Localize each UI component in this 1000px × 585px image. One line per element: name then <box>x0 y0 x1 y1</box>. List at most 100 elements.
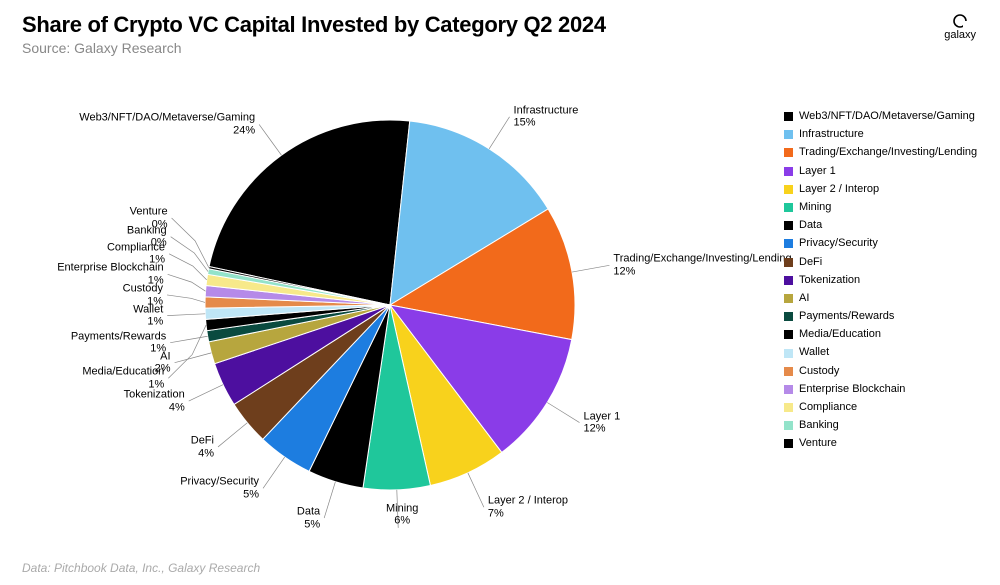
legend-label: Banking <box>799 419 839 432</box>
leader-line <box>169 254 207 280</box>
slice-label: Payments/Rewards1% <box>71 330 166 355</box>
leader-line <box>263 457 285 488</box>
legend-label: Layer 2 / Interop <box>799 183 879 196</box>
legend-item: Web3/NFT/DAO/Metaverse/Gaming <box>784 110 974 123</box>
leader-line <box>172 218 209 268</box>
slice-label: Trading/Exchange/Investing/Lending12% <box>613 253 791 278</box>
slice-label-text: Infrastructure <box>514 104 579 116</box>
page-subtitle: Source: Galaxy Research <box>22 40 978 56</box>
legend-swatch <box>784 221 793 230</box>
legend-label: Payments/Rewards <box>799 310 894 323</box>
slice-label-value: 1% <box>147 295 163 307</box>
slice-label: Venture0% <box>130 205 168 230</box>
legend-label: Privacy/Security <box>799 237 878 250</box>
legend-swatch <box>784 130 793 139</box>
slice-label: Media/Education1% <box>82 366 164 391</box>
leader-line <box>218 423 247 447</box>
slice-label-value: 1% <box>148 378 164 390</box>
legend-item: Banking <box>784 419 974 432</box>
legend-label: Wallet <box>799 346 829 359</box>
legend-label: Venture <box>799 437 837 450</box>
slice-label: Infrastructure15% <box>514 104 579 129</box>
legend-item: Tokenization <box>784 274 974 287</box>
slice-label-text: Trading/Exchange/Investing/Lending <box>613 253 791 265</box>
legend-swatch <box>784 112 793 121</box>
leader-line <box>324 482 335 518</box>
slice-label-value: 1% <box>148 274 164 286</box>
legend-label: Data <box>799 219 822 232</box>
slice-label-text: Venture <box>130 205 168 217</box>
leader-line <box>171 237 208 272</box>
legend-item: Custody <box>784 365 974 378</box>
leader-line <box>167 314 205 316</box>
slice-label-value: 12% <box>613 265 635 277</box>
legend-swatch <box>784 421 793 430</box>
legend-item: Enterprise Blockchain <box>784 383 974 396</box>
galaxy-logo-icon <box>950 14 970 28</box>
slice-label-text: DeFi <box>191 434 214 446</box>
legend-swatch <box>784 312 793 321</box>
legend-item: Payments/Rewards <box>784 310 974 323</box>
footer-attribution: Data: Pitchbook Data, Inc., Galaxy Resea… <box>22 561 260 575</box>
legend-swatch <box>784 167 793 176</box>
legend-swatch <box>784 367 793 376</box>
legend-swatch <box>784 439 793 448</box>
slice-label: Layer 112% <box>584 410 621 435</box>
legend-item: Trading/Exchange/Investing/Lending <box>784 146 974 159</box>
slice-label-value: 24% <box>233 124 255 136</box>
leader-line <box>175 353 212 363</box>
slice-label-value: 4% <box>169 401 185 413</box>
legend-label: Trading/Exchange/Investing/Lending <box>799 146 977 159</box>
slice-label-value: 5% <box>243 488 259 500</box>
slice-label: DeFi4% <box>191 434 214 459</box>
slice-label-value: 1% <box>149 254 165 266</box>
legend-item: Layer 1 <box>784 165 974 178</box>
slice-label: Web3/NFT/DAO/Metaverse/Gaming24% <box>79 112 255 137</box>
legend-item: DeFi <box>784 256 974 269</box>
legend-swatch <box>784 294 793 303</box>
pie-chart: Web3/NFT/DAO/Metaverse/Gaming24% Infrastr… <box>20 55 760 555</box>
slice-label-text: Data <box>297 505 320 517</box>
slice-label: Tokenization4% <box>124 388 185 413</box>
slice-label-value: 4% <box>198 447 214 459</box>
legend-swatch <box>784 403 793 412</box>
slice-label-value: 0% <box>151 237 167 249</box>
chart-legend: Web3/NFT/DAO/Metaverse/Gaming Infrastruct… <box>784 110 974 456</box>
slice-label-text: Mining <box>386 503 418 515</box>
legend-item: AI <box>784 292 974 305</box>
leader-line <box>547 403 579 423</box>
legend-swatch <box>784 239 793 248</box>
brand-logo-text: galaxy <box>944 29 976 41</box>
leader-line <box>259 124 281 155</box>
slice-label-value: 1% <box>150 343 166 355</box>
legend-label: Web3/NFT/DAO/Metaverse/Gaming <box>799 110 975 123</box>
legend-swatch <box>784 203 793 212</box>
legend-item: Infrastructure <box>784 128 974 141</box>
slice-label-value: 6% <box>394 515 410 527</box>
slice-label-value: 1% <box>147 316 163 328</box>
legend-item: Privacy/Security <box>784 237 974 250</box>
slice-label: Privacy/Security5% <box>180 476 259 501</box>
legend-swatch <box>784 185 793 194</box>
leader-line <box>572 265 609 272</box>
slice-label-text: Media/Education <box>82 366 164 378</box>
legend-label: Mining <box>799 201 831 214</box>
slice-label-text: Layer 2 / Interop <box>488 495 568 507</box>
legend-swatch <box>784 330 793 339</box>
legend-label: Infrastructure <box>799 128 864 141</box>
leader-line <box>489 117 509 149</box>
legend-swatch <box>784 385 793 394</box>
slice-label-value: 15% <box>514 117 536 129</box>
slice-label-text: Web3/NFT/DAO/Metaverse/Gaming <box>79 112 255 124</box>
legend-label: Enterprise Blockchain <box>799 383 905 396</box>
legend-label: AI <box>799 292 809 305</box>
slice-label: Data5% <box>297 505 320 530</box>
legend-item: Compliance <box>784 401 974 414</box>
slice-label: Layer 2 / Interop7% <box>488 495 568 520</box>
legend-item: Media/Education <box>784 328 974 341</box>
leader-line <box>168 274 206 291</box>
legend-label: Media/Education <box>799 328 881 341</box>
legend-swatch <box>784 276 793 285</box>
leader-line <box>189 385 223 401</box>
page-title: Share of Crypto VC Capital Invested by C… <box>22 12 978 38</box>
